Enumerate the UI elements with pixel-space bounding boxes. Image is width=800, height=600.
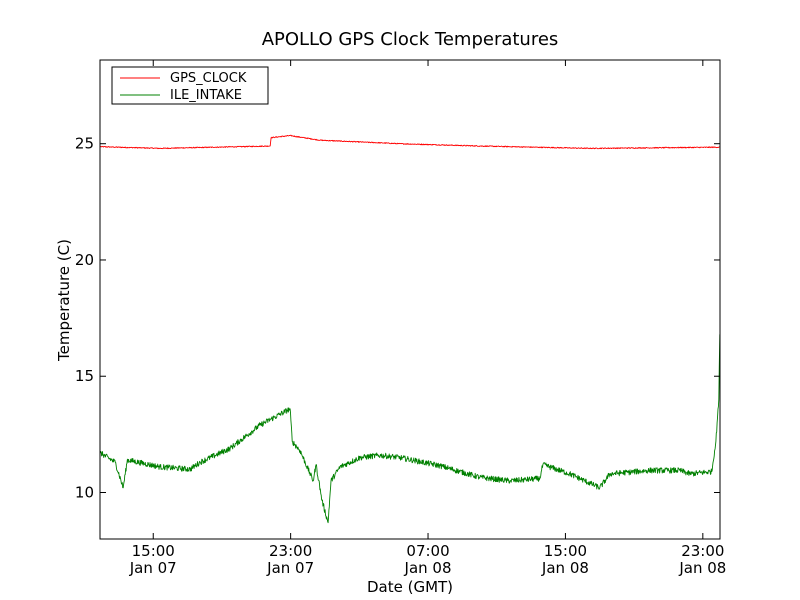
x-axis-label: Date (GMT): [367, 578, 453, 596]
legend-label-ile-intake: ILE_INTAKE: [170, 88, 242, 103]
x-tick-label-date: Jan 08: [404, 559, 452, 577]
x-tick-label-date: Jan 07: [129, 559, 177, 577]
x-tick-label-time: 07:00: [406, 542, 449, 560]
x-tick-label-time: 15:00: [132, 542, 175, 560]
series-layer: [99, 134, 721, 524]
y-tick-label: 10: [75, 483, 94, 501]
y-tick-label: 25: [75, 135, 94, 153]
x-tick-label-date: Jan 08: [541, 559, 589, 577]
x-tick-label-time: 15:00: [544, 542, 587, 560]
plot-frame: [99, 59, 721, 540]
legend-box: [111, 66, 269, 105]
series-line-ile-intake: [99, 334, 721, 524]
x-tick-label-time: 23:00: [269, 542, 312, 560]
x-tick-label-time: 23:00: [681, 542, 724, 560]
y-axis-label: Temperature (C): [55, 239, 73, 362]
x-tick-label-date: Jan 08: [678, 559, 726, 577]
y-tick-label: 20: [75, 251, 94, 269]
x-tick-label-date: Jan 07: [266, 559, 314, 577]
legend-label-gps-clock: GPS_CLOCK: [170, 71, 247, 86]
y-tick-label: 15: [75, 367, 94, 385]
series-line-gps-clock: [100, 134, 721, 150]
chart-title: APOLLO GPS Clock Temperatures: [262, 29, 559, 50]
legend: GPS_CLOCK ILE_INTAKE: [111, 66, 269, 105]
